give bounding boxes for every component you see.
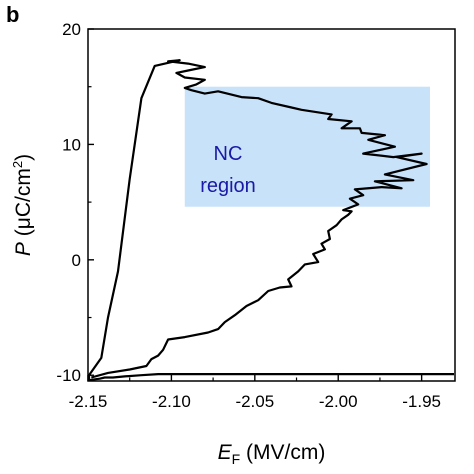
x-tick-label: -2.10 xyxy=(152,392,191,411)
y-tick-label: 10 xyxy=(62,135,81,154)
nc-region-label-line1: NC xyxy=(214,143,243,165)
y-tick-label: -10 xyxy=(56,366,81,385)
polarization-curve xyxy=(87,59,454,382)
y-axis-label-unit-pre: (μC/cm xyxy=(12,168,35,242)
x-axis-label-main: E xyxy=(218,441,233,464)
y-axis-label-unit-post: ) xyxy=(12,154,35,161)
nc-region-label-line2: region xyxy=(200,175,256,197)
x-axis-label-sub: F xyxy=(232,451,241,467)
x-tick-label: -2.05 xyxy=(235,392,274,411)
y-tick-label: 20 xyxy=(62,20,81,39)
y-axis-label-unit-sup: 2 xyxy=(10,161,25,168)
x-tick-label: -1.95 xyxy=(402,392,441,411)
x-axis-label-unit: (MV/cm) xyxy=(240,441,325,464)
y-axis-label-main: P xyxy=(12,242,35,256)
x-axis-label: EF (MV/cm) xyxy=(218,441,326,467)
y-axis-label: P (μC/cm2) xyxy=(10,154,35,256)
y-tick-label: 0 xyxy=(72,251,81,270)
panel-label: b xyxy=(6,2,19,27)
plot-frame xyxy=(87,28,456,382)
x-tick-label: -2.00 xyxy=(319,392,358,411)
x-tick-label: -2.15 xyxy=(69,392,108,411)
